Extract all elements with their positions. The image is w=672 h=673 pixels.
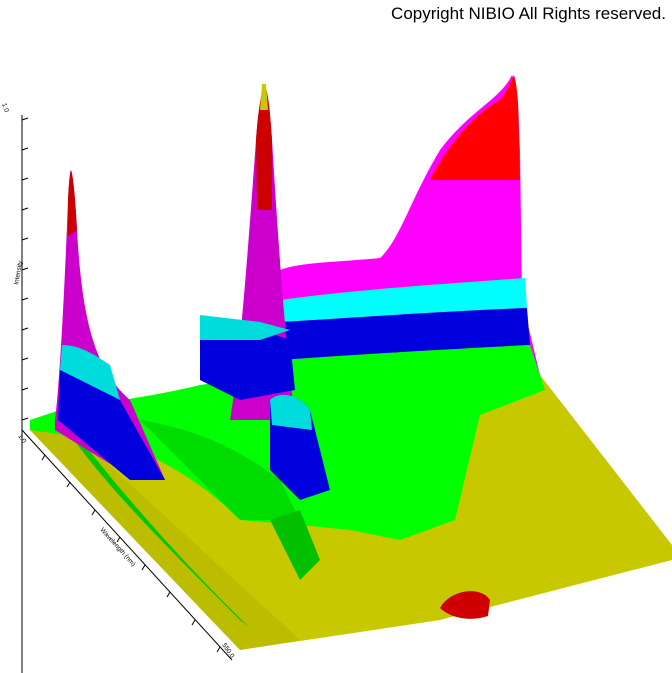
y-axis-line: [21, 429, 233, 661]
y-axis-start-label: 1.0: [16, 433, 27, 445]
floor-shade: [30, 420, 300, 650]
z-axis-title: Intensity: [13, 260, 24, 286]
surface-left-peak: [55, 170, 165, 480]
copyright-notice: Copyright NIBIO All Rights reserved.: [391, 4, 666, 23]
surface-center-peak: [200, 84, 330, 500]
z-axis-top-label: 1.0: [0, 102, 10, 113]
y-axis-ticks: [41, 454, 221, 653]
z-axis-ticks: [21, 117, 29, 421]
y-axis-end-label: 550.0: [220, 642, 235, 660]
surface-right-plateau: [280, 75, 545, 392]
floor-drip: [440, 591, 490, 619]
